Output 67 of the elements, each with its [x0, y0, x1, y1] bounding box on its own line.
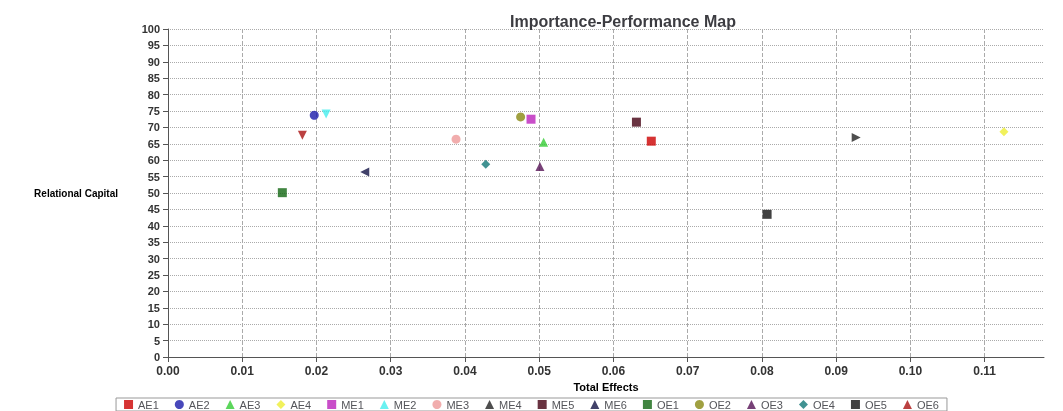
y-tick-label: 25	[147, 269, 160, 281]
point	[762, 209, 772, 219]
point	[999, 127, 1009, 137]
y-tick-label: 40	[147, 219, 160, 232]
y-tick-label: 85	[147, 72, 160, 85]
legend-label: AE1	[138, 398, 159, 411]
legend-label: OE5	[864, 398, 887, 411]
point	[646, 136, 656, 146]
y-tick-label: 45	[147, 203, 160, 216]
y-tick-label: 90	[147, 55, 160, 68]
y-tick-label: 70	[147, 121, 160, 134]
point	[451, 134, 461, 144]
point	[360, 167, 370, 177]
x-tick-label: 0.07	[675, 364, 700, 378]
y-tick-label: 80	[147, 88, 160, 101]
y-tick-label: 20	[147, 285, 160, 298]
y-tick-label: 5	[153, 334, 160, 347]
legend-label: AE2	[188, 398, 210, 411]
y-tick-label: 10	[147, 318, 160, 331]
point	[535, 161, 545, 171]
y-tick-label: 15	[147, 301, 160, 314]
point	[516, 112, 526, 122]
legend-label: ME1	[341, 398, 364, 411]
point	[631, 117, 641, 127]
point	[851, 133, 861, 143]
x-tick-label: 0.01	[230, 364, 255, 378]
x-tick-label: 0.03	[379, 364, 403, 378]
point	[539, 137, 549, 147]
x-tick-label: 0.10	[898, 364, 923, 378]
y-tick-label: 100	[141, 23, 160, 35]
point	[481, 159, 491, 169]
y-tick-label: 55	[147, 170, 160, 183]
legend-label: ME3	[446, 398, 470, 411]
x-tick-label: 0.08	[750, 364, 774, 378]
point	[309, 110, 319, 120]
legend-label: OE1	[656, 398, 679, 411]
x-tick-label: 0.04	[453, 364, 477, 378]
y-tick-label: 65	[147, 137, 160, 150]
x-tick-label: 0.09	[824, 364, 849, 378]
legend-label: ME4	[499, 398, 522, 411]
legend-label: OE2	[708, 398, 731, 411]
y-tick-label: 50	[147, 187, 160, 199]
x-tick-label: 0.11	[973, 364, 997, 378]
x-tick-label: 0.06	[601, 364, 626, 378]
legend-label: AE3	[239, 398, 261, 411]
chart-title: Importance-Performance Map	[510, 12, 737, 30]
legend-label: AE4	[290, 398, 312, 411]
point	[277, 188, 287, 198]
y-tick-label: 60	[147, 154, 160, 167]
x-axis-title: Total Effects	[573, 381, 639, 394]
x-tick-label: 0.02	[304, 364, 329, 378]
y-tick-label: 0	[153, 351, 160, 363]
legend-label: ME2	[393, 398, 417, 411]
legend-label: OE4	[812, 398, 835, 411]
x-tick-label: 0.05	[527, 364, 552, 378]
legend-label: ME6	[604, 398, 627, 411]
point	[321, 109, 331, 119]
legend-label: OE3	[760, 398, 783, 411]
x-tick-label: 0.00	[156, 364, 180, 378]
point	[526, 114, 536, 124]
legend-label: ME5	[551, 398, 575, 411]
y-axis-title: Relational Capital	[34, 187, 119, 199]
legend-label: OE6	[916, 398, 939, 411]
y-tick-label: 75	[147, 105, 160, 117]
y-tick-label: 95	[147, 39, 160, 52]
y-tick-label: 35	[147, 236, 160, 249]
y-tick-label: 30	[147, 252, 160, 265]
